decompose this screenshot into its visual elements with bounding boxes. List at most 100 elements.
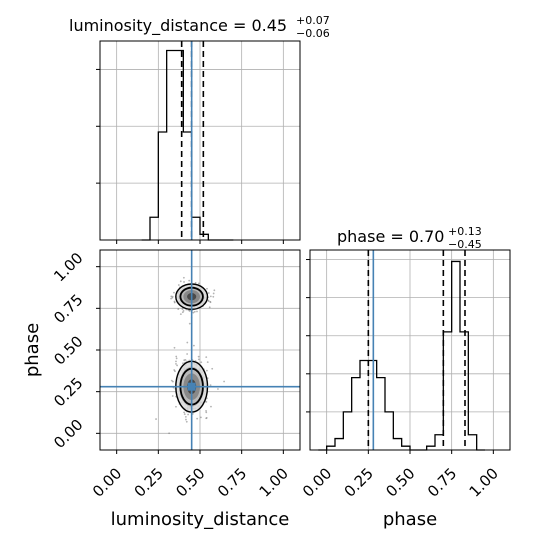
sample-point: [209, 295, 212, 298]
sample-point: [205, 356, 208, 359]
sample-point: [184, 359, 187, 361]
y-tick-label: 0.25: [50, 374, 86, 410]
sample-point: [179, 280, 182, 283]
sample-point: [188, 310, 191, 312]
sample-point: [209, 301, 212, 304]
y-axis-label-phase: phase: [22, 323, 43, 377]
sample-point: [212, 292, 215, 295]
sample-point: [212, 295, 215, 298]
sample-point: [207, 292, 210, 294]
sample-point: [171, 395, 174, 397]
x-tick-label: 1.00: [466, 464, 502, 500]
sample-point: [213, 289, 216, 292]
sample-point: [183, 411, 186, 414]
sample-point: [205, 369, 208, 372]
sample-point: [196, 417, 199, 420]
sample-point: [176, 364, 178, 367]
y-tick-label: 0.00: [50, 416, 86, 452]
sample-point: [188, 279, 191, 282]
sample-point: [175, 355, 178, 358]
sample-point: [175, 360, 177, 363]
x-tick-label: 0.75: [424, 464, 460, 500]
sample-point: [200, 361, 203, 364]
x-tick-label: 0.00: [299, 464, 335, 500]
x-tick-label: 0.75: [214, 464, 250, 500]
sample-point: [196, 310, 198, 313]
phase-histogram: 0.00 0.25 0.50 0.75 1.00: [299, 249, 511, 501]
sample-point: [171, 296, 174, 299]
sample-point: [155, 418, 157, 420]
sample-point: [186, 341, 189, 344]
sample-point: [177, 284, 180, 286]
luminosity-distance-phase-density: 0.00 0.25 0.50 0.75 1.000.000.250.500.751.00: [50, 249, 301, 501]
histogram-step: [141, 49, 234, 241]
sample-point: [182, 310, 185, 312]
sample-point: [200, 416, 202, 419]
title-upper-error: +0.13: [448, 225, 482, 238]
sample-point: [205, 416, 208, 419]
title-main: luminosity_distance = 0.45: [69, 16, 287, 36]
luminosity-distance-histogram: [96, 40, 301, 244]
sample-point: [217, 388, 219, 390]
y-tick-label: 0.75: [50, 291, 86, 327]
sample-point: [173, 346, 176, 349]
sample-point: [211, 367, 214, 370]
sample-point: [187, 413, 189, 416]
sample-point: [208, 306, 211, 309]
x-tick-label: 0.50: [172, 464, 208, 500]
y-tick-label: 0.50: [50, 332, 86, 368]
title-upper-error: +0.07: [296, 14, 330, 27]
sample-point: [170, 297, 172, 300]
sample-point: [193, 344, 195, 347]
sample-point: [184, 415, 187, 418]
x-tick-label: 0.00: [89, 464, 125, 500]
title-lower-error: −0.45: [448, 238, 482, 251]
x-axis-label-luminosity-distance: luminosity_distance: [111, 509, 290, 530]
sample-point: [197, 358, 200, 361]
sample-point: [205, 411, 208, 414]
title-lower-error: −0.06: [296, 27, 330, 40]
sample-point: [186, 353, 189, 355]
sample-point: [181, 311, 184, 314]
truth-marker: [187, 382, 196, 391]
sample-point: [205, 409, 207, 412]
sample-point: [207, 300, 210, 303]
sample-point: [206, 287, 208, 290]
sample-point: [185, 418, 187, 421]
sample-point: [210, 405, 212, 408]
sample-point: [183, 281, 185, 283]
sample-point: [223, 380, 226, 383]
sample-point: [175, 362, 177, 365]
histogram-step: [318, 260, 485, 451]
sample-point: [197, 355, 200, 358]
sample-point: [193, 310, 196, 313]
sample-point: [173, 301, 176, 304]
sample-point: [197, 282, 200, 285]
sample-point: [170, 379, 173, 382]
title-main: phase = 0.70: [337, 227, 444, 246]
x-tick-label: 0.25: [131, 464, 167, 500]
title-luminosity-distance: luminosity_distance = 0.45 +0.07 −0.06: [69, 14, 330, 40]
sample-point: [173, 369, 176, 371]
sample-point: [183, 413, 186, 416]
sample-point: [188, 322, 191, 325]
sample-point: [181, 308, 184, 310]
sample-point: [206, 361, 209, 364]
sample-point: [177, 308, 180, 310]
sample-point: [170, 295, 173, 298]
sample-point: [185, 420, 188, 423]
sample-point: [175, 357, 178, 360]
sample-point: [168, 432, 171, 435]
sample-point: [209, 384, 212, 387]
x-axis-label-phase: phase: [383, 509, 437, 530]
x-tick-label: 1.00: [256, 464, 292, 500]
x-tick-label: 0.50: [382, 464, 418, 500]
sample-point: [182, 276, 185, 279]
sample-point: [192, 311, 195, 314]
x-tick-label: 0.25: [341, 464, 377, 500]
y-tick-label: 1.00: [50, 249, 86, 285]
sample-point: [173, 291, 175, 294]
sample-point: [194, 282, 197, 284]
sample-point: [175, 405, 177, 408]
